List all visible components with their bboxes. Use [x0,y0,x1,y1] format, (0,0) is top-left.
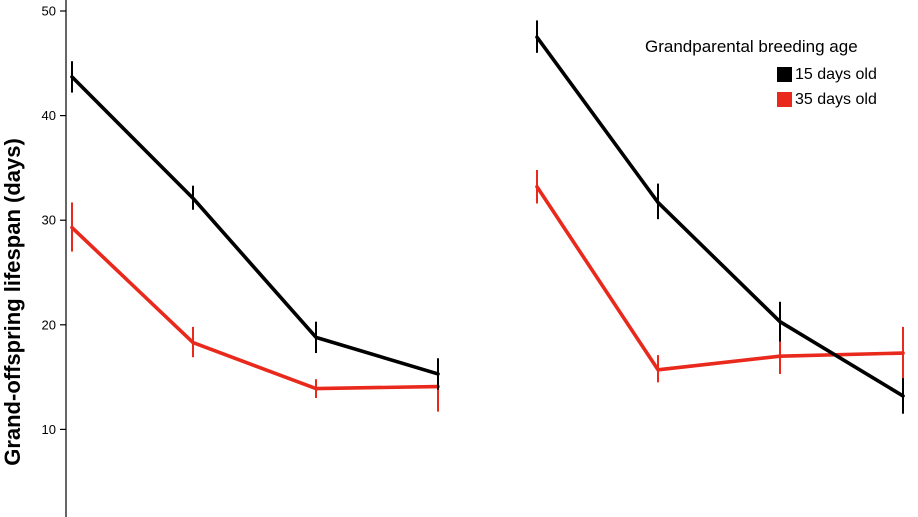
data-point [191,341,195,344]
series-line [535,184,905,372]
panel-1 [70,61,440,412]
data-point [70,226,74,229]
y-tick-label: 10 [42,422,56,437]
plot-area [70,20,905,414]
y-tick-label: 40 [42,108,56,123]
data-point [901,394,905,398]
data-point [191,197,195,200]
data-point [436,372,440,376]
series-15-days [70,61,440,390]
data-point [535,185,539,188]
data-point [656,201,660,204]
data-point [70,75,74,79]
y-tick-label: 30 [42,213,56,228]
series-15-days [535,20,905,414]
data-point [314,336,318,339]
data-point [778,354,782,358]
data-point [535,35,539,39]
legend-label: 35 days old [795,91,877,108]
y-tick-label: 50 [42,4,56,19]
series-line [70,225,440,391]
y-axis-label: Grand-offspring lifespan (days) [0,138,25,466]
y-axis: 10 20 30 40 50 [42,0,67,517]
series-line [70,75,440,376]
series-35-days [70,202,440,412]
y-tick-label: 20 [42,317,56,332]
data-point [778,320,782,323]
data-point [314,387,318,390]
legend: Grandparental breeding age 15 days old 35… [645,37,877,108]
panel-2 [535,20,905,414]
legend-title: Grandparental breeding age [645,37,858,56]
legend-swatch [777,67,792,82]
legend-swatch [777,92,792,107]
data-point [901,351,905,355]
data-point [656,368,660,371]
series-line [535,35,905,398]
series-35-days [535,169,905,383]
legend-label: 15 days old [795,66,877,83]
